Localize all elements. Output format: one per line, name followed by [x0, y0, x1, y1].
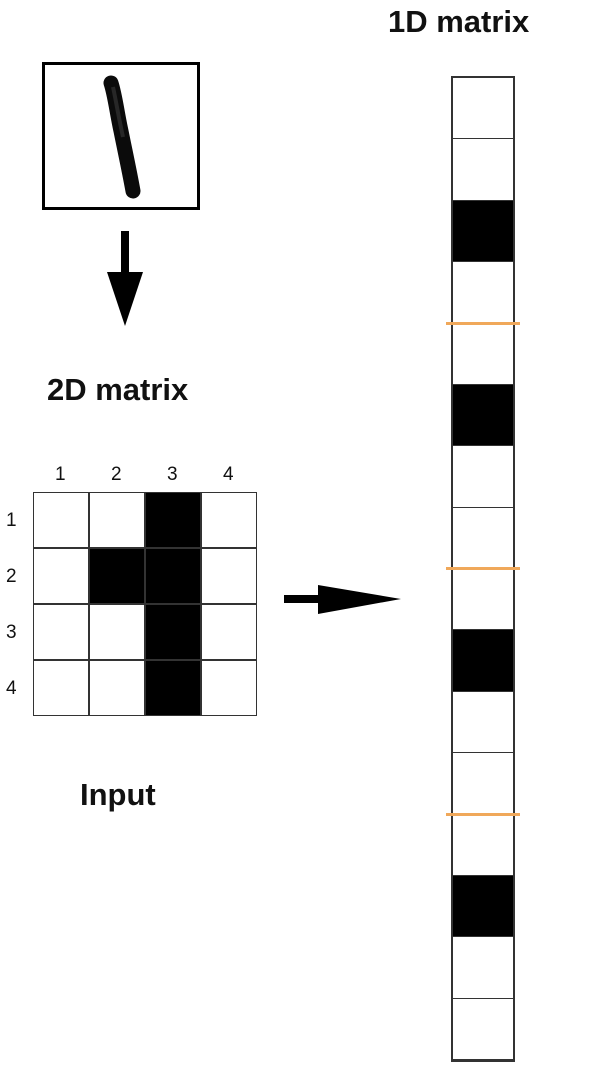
vector-cell-10 [453, 630, 513, 692]
vector-cell-1 [453, 78, 513, 140]
one-d-matrix-strip [451, 76, 515, 1062]
vector-cell-3 [453, 200, 513, 263]
row-boundary-divider [446, 321, 520, 325]
row-boundary-divider [446, 567, 520, 570]
vector-cell-7 [453, 446, 513, 508]
vector-cell-6 [453, 384, 513, 447]
matrix-cell-r2-c2 [89, 548, 145, 604]
column-label: 1 [55, 464, 66, 485]
arrow-down-icon [107, 231, 143, 326]
vector-cell-5 [453, 323, 513, 385]
matrix-cell-r4-c2 [89, 660, 145, 716]
column-label: 2 [111, 464, 122, 485]
digit-image [42, 62, 200, 210]
vector-cell-4 [453, 262, 513, 324]
two-d-matrix-grid [33, 492, 257, 716]
vector-cell-8 [453, 507, 513, 569]
matrix-cell-r4-c1 [33, 660, 89, 716]
input-label: Input [80, 777, 156, 812]
matrix-cell-r2-c4 [201, 548, 257, 604]
matrix-cell-r2-c1 [33, 548, 89, 604]
row-boundary-divider [446, 812, 520, 816]
matrix-cell-r1-c1 [33, 492, 89, 548]
matrix-cell-r3-c1 [33, 604, 89, 660]
row-label: 1 [6, 510, 17, 531]
one-d-matrix-title: 1D matrix [388, 4, 530, 39]
vector-cell-9 [453, 569, 513, 631]
matrix-cell-r3-c2 [89, 604, 145, 660]
matrix-cell-r1-c4 [201, 492, 257, 548]
vector-cell-2 [453, 139, 513, 201]
two-d-matrix-title: 2D matrix [47, 372, 189, 407]
vector-cell-11 [453, 691, 513, 754]
matrix-cell-r3-c4 [201, 604, 257, 660]
matrix-cell-r1-c3 [145, 492, 201, 548]
column-label: 3 [167, 464, 178, 485]
column-label: 4 [223, 464, 234, 485]
matrix-cell-r2-c3 [145, 548, 201, 604]
vector-cell-15 [453, 937, 513, 999]
row-label: 3 [6, 622, 17, 643]
matrix-cell-r1-c2 [89, 492, 145, 548]
row-label: 4 [6, 678, 17, 699]
matrix-cell-r3-c3 [145, 604, 201, 660]
vector-cell-12 [453, 753, 513, 815]
arrow-right-icon [284, 585, 401, 614]
vector-cell-16 [453, 998, 513, 1060]
handwritten-digit-one-icon [103, 75, 141, 199]
matrix-cell-r4-c3 [145, 660, 201, 716]
vector-cell-14 [453, 875, 513, 938]
vector-cell-13 [453, 814, 513, 876]
row-label: 2 [6, 566, 17, 587]
matrix-cell-r4-c4 [201, 660, 257, 716]
